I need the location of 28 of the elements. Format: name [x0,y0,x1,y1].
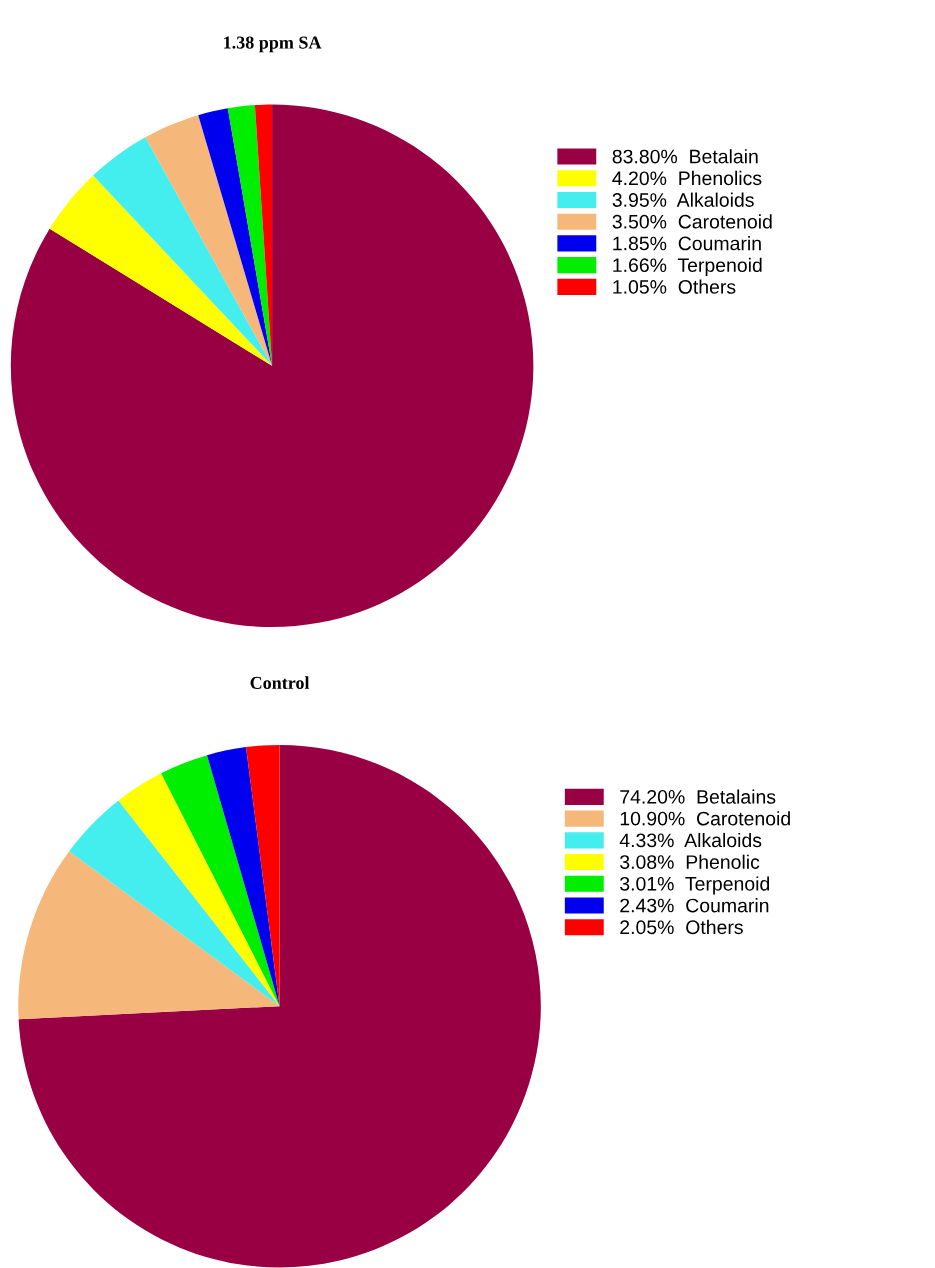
chart-title: Control [250,676,310,689]
legend-label: 3.50% Carotenoid [612,214,772,229]
pie-slice [198,108,273,366]
legend-label: 2.43% Coumarin [620,898,769,913]
legend-label: 3.95% Alkaloids [612,192,754,207]
pie-slice [161,755,280,1007]
pie-slice [18,744,541,1268]
chart-title: 1.38 ppm SA [224,36,322,53]
pie-slice [93,137,273,366]
legend-label: 1.85% Coumarin [613,236,761,251]
legend-label: 2.05% Others [620,919,743,935]
legend-label: 1.66% Terpenoid [613,257,762,276]
pie-slice [49,175,273,366]
pie-slice [246,744,280,1007]
legend-label: 3.01% Terpenoid [620,876,770,895]
legend-label: 10.90% Carotenoid [620,811,790,826]
legend-label: 74.20% Betalains [620,789,776,804]
legend-label: 83.80% Betalain [612,149,758,164]
legend-label: 4.33% Alkaloids [619,832,762,848]
legend-label: 4.20% Phenolics [612,170,762,186]
pie-slice [69,800,280,1007]
pie-slice [227,105,273,366]
pie-slice [18,851,280,1020]
legend-label: 1.05% Others [613,279,736,294]
pie-slice [118,773,280,1007]
pie-slice [10,104,534,628]
legend-label: 3.08% Phenolic [620,854,760,869]
pie-slice [145,115,273,366]
